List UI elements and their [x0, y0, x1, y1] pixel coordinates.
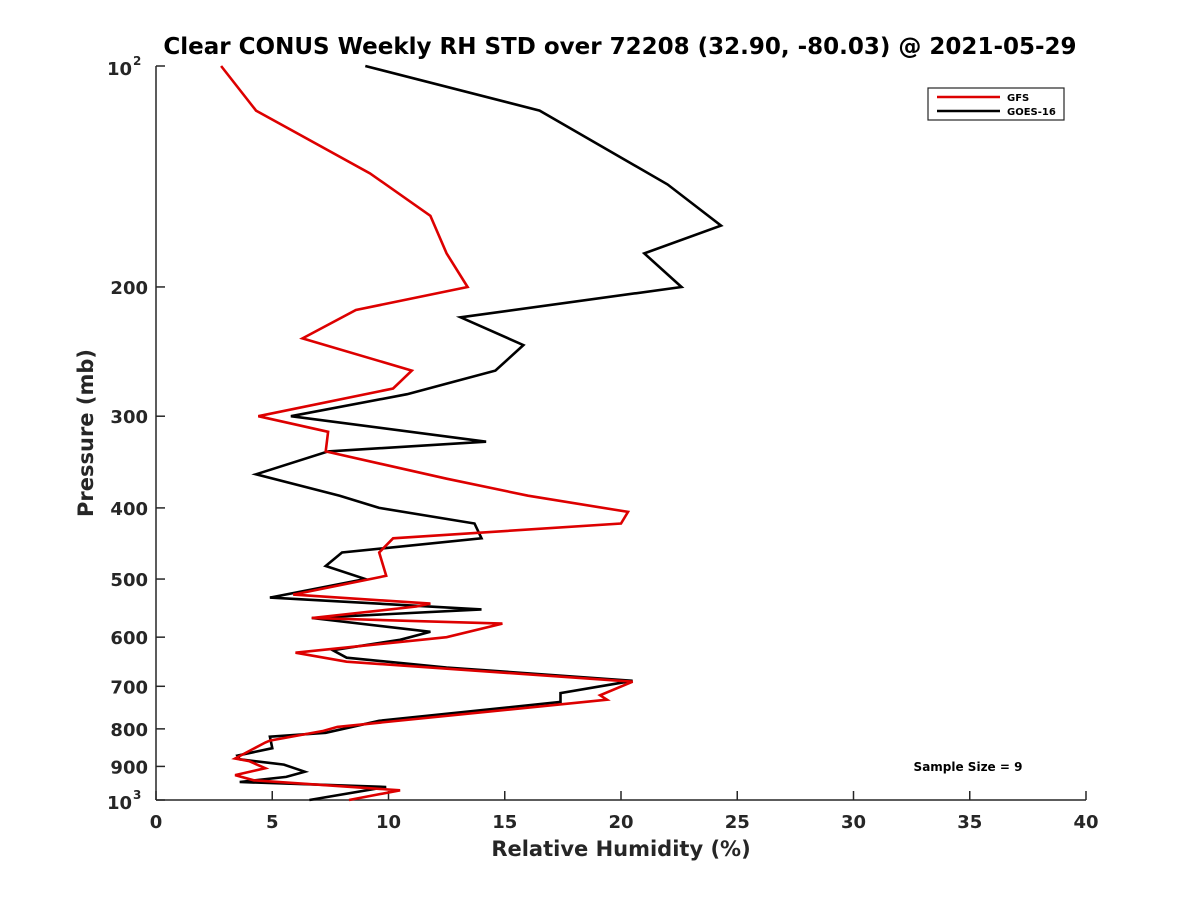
y-axis-label: Pressure (mb)	[74, 349, 98, 517]
x-ticks: 0 5 10 15 20 25 30 35 40	[150, 791, 1099, 833]
y-tick-label: 200	[110, 278, 148, 299]
y-tick-label: 10	[107, 59, 132, 80]
x-tick-label: 40	[1073, 812, 1098, 833]
y-tick-label: 600	[110, 628, 148, 649]
legend: GFS GOES-16	[927, 87, 1065, 121]
x-tick-label: 25	[725, 812, 750, 833]
x-tick-label: 10	[376, 812, 401, 833]
y-tick-label: 800	[110, 720, 148, 741]
y-tick-label: 900	[110, 757, 148, 778]
x-axis-label: Relative Humidity (%)	[491, 837, 750, 861]
y-tick-label: 400	[110, 499, 148, 520]
series-line-gfs	[220, 65, 634, 802]
y-tick-exponent: 2	[133, 54, 141, 68]
y-tick-label: 700	[110, 677, 148, 698]
x-tick-label: 30	[841, 812, 866, 833]
chart-title: Clear CONUS Weekly RH STD over 72208 (32…	[163, 34, 1076, 60]
series-lines	[220, 64, 724, 802]
legend-label: GFS	[1007, 93, 1029, 104]
legend-box	[927, 87, 1065, 121]
y-tick-label: 500	[110, 570, 148, 591]
y-tick-label: 300	[110, 407, 148, 428]
y-tick-label: 10	[107, 793, 132, 814]
y-tick-exponent: 3	[133, 788, 141, 802]
sample-size-annotation: Sample Size = 9	[914, 760, 1023, 774]
x-tick-label: 35	[957, 812, 982, 833]
x-tick-label: 5	[266, 812, 279, 833]
x-tick-label: 0	[150, 812, 163, 833]
series-line-goes-16	[235, 64, 724, 802]
x-tick-label: 20	[608, 812, 633, 833]
legend-label: GOES-16	[1007, 107, 1056, 118]
x-tick-label: 15	[492, 812, 517, 833]
plot-area: 0 5 10 15 20 25 30 35 40 10 220030040050060070080…	[107, 54, 1099, 833]
